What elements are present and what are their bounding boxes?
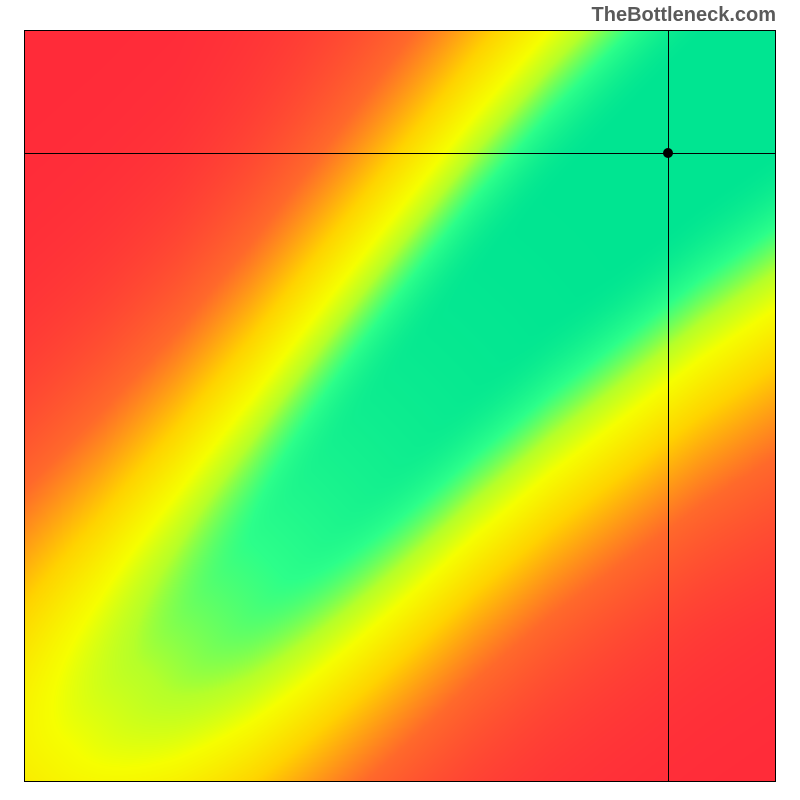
attribution-text: TheBottleneck.com	[592, 4, 776, 27]
crosshair-marker	[663, 148, 673, 158]
heatmap-canvas	[25, 31, 775, 781]
crosshair-vertical	[668, 31, 669, 781]
bottleneck-heatmap	[24, 30, 776, 782]
